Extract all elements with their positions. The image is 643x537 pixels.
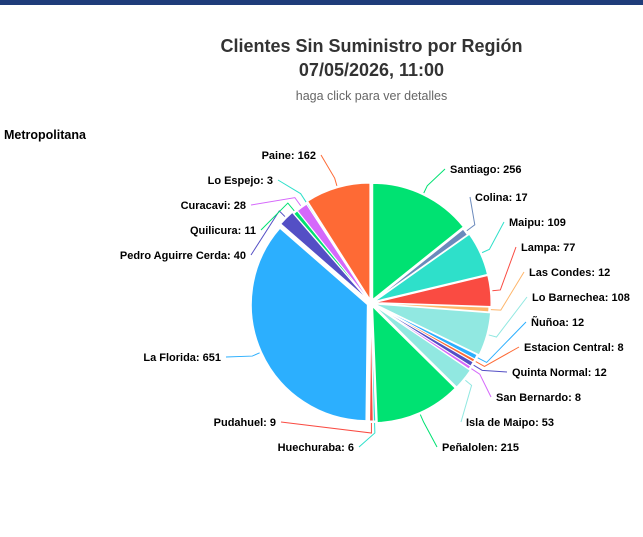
connector-paine — [320, 154, 338, 186]
pie-slice-santiago[interactable] — [372, 182, 464, 301]
data-label-pedro-aguirre-cerda[interactable]: Pedro Aguirre Cerda: 40 — [120, 250, 246, 262]
pie-slice-isla-de-maipo[interactable] — [373, 305, 471, 388]
connector-pudahuel — [280, 421, 372, 434]
pie-slice-lampa[interactable] — [374, 274, 492, 308]
region-label: Metropolitana — [4, 128, 86, 142]
connector-isla-de-maipo — [460, 379, 473, 423]
pie-slice-lo-barnechea[interactable] — [374, 303, 492, 356]
connector-pedro-aguirre-cerda — [250, 210, 286, 256]
connector-colina — [466, 196, 476, 232]
data-label-quinta-normal[interactable]: Quinta Normal: 12 — [512, 367, 607, 379]
connector-san-bernardo — [471, 368, 492, 398]
pie-slice-paine[interactable] — [306, 182, 371, 301]
chart-title: Clientes Sin Suministro por Región — [220, 36, 523, 56]
connector-la-florida — [225, 352, 260, 358]
data-label-nunoa[interactable]: Ñuñoa: 12 — [531, 316, 584, 329]
data-label-colina[interactable]: Colina: 17 — [475, 192, 528, 204]
pie-slice-las-condes[interactable] — [372, 302, 490, 313]
pie-slice-colina[interactable] — [372, 228, 468, 303]
connector-curacavi — [250, 197, 302, 207]
data-label-quilicura[interactable]: Quilicura: 11 — [190, 225, 256, 237]
connector-lo-barnechea — [488, 296, 528, 338]
data-label-las-condes[interactable]: Las Condes: 12 — [529, 267, 610, 279]
pie-slice-la-florida[interactable] — [250, 227, 368, 422]
data-label-pudahuel[interactable]: Pudahuel: 9 — [214, 417, 276, 429]
chart-datetime: 07/05/2026, 11:00 — [298, 60, 445, 80]
data-label-lo-barnechea[interactable]: Lo Barnechea: 108 — [532, 292, 630, 304]
connector-quinta-normal — [473, 364, 508, 373]
data-label-estacion-central[interactable]: Estacion Central: 8 — [524, 342, 624, 354]
pie-slice-pedro-aguirre-cerda[interactable] — [280, 211, 369, 301]
data-label-huechuraba[interactable]: Huechuraba: 6 — [278, 442, 354, 454]
pie-slice-maipu[interactable] — [374, 233, 489, 302]
connector-quilicura — [260, 202, 295, 231]
connector-penalolen — [419, 414, 438, 448]
connector-maipu — [481, 221, 505, 254]
data-label-isla-de-maipo[interactable]: Isla de Maipo: 53 — [466, 417, 554, 429]
connector-huechuraba — [358, 422, 376, 448]
data-label-lampa[interactable]: Lampa: 77 — [521, 242, 575, 254]
pie-slice-lo-espejo[interactable] — [305, 202, 371, 302]
data-label-curacavi[interactable]: Curacavi: 28 — [181, 200, 246, 212]
data-label-la-florida[interactable]: La Florida: 651 — [143, 352, 221, 364]
chart-subtitle: haga click para ver detalles — [295, 89, 448, 103]
connector-las-condes — [490, 271, 525, 311]
data-label-maipu[interactable]: Maipu: 109 — [509, 217, 566, 229]
data-label-santiago[interactable]: Santiago: 256 — [450, 164, 522, 176]
data-label-lo-espejo[interactable]: Lo Espejo: 3 — [208, 175, 273, 187]
data-label-penalolen[interactable]: Peñalolen: 215 — [442, 442, 519, 454]
connector-nunoa — [477, 321, 527, 364]
connector-santiago — [423, 168, 446, 194]
connector-lampa — [492, 246, 517, 292]
pie-slice-penalolen[interactable] — [372, 305, 456, 424]
data-label-paine[interactable]: Paine: 162 — [262, 150, 316, 162]
top-accent-bar — [0, 0, 643, 5]
connector-estacion-central — [475, 346, 520, 367]
pie-slice-pudahuel[interactable] — [369, 304, 374, 422]
connector-lo-espejo — [277, 179, 307, 203]
data-label-san-bernardo[interactable]: San Bernardo: 8 — [496, 392, 581, 404]
